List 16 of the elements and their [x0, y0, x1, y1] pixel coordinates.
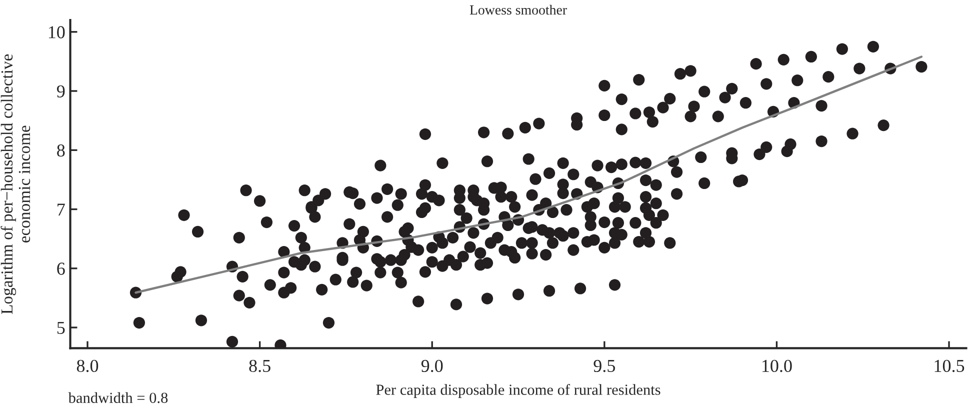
chart-title: Lowess smoother: [470, 4, 567, 15]
y-tick-label: 10: [48, 26, 65, 38]
y-axis-title: Logarithm of per−household collective economic income: [0, 54, 30, 314]
y-tick-label: 7: [58, 204, 65, 216]
x-tick-label: 9.5: [594, 360, 615, 372]
text: bandwidth = 0.8: [68, 392, 168, 404]
x-tick-label: 10.0: [762, 360, 792, 372]
y-tick-label: 6: [57, 262, 65, 275]
x-axis-title: Per capita disposable income of rural residents: [376, 384, 660, 398]
x-tick-label: 10.5: [934, 360, 964, 372]
y-tick-label: 5: [57, 322, 65, 334]
y-tick-label: 9: [56, 85, 65, 98]
y-tick-label: 8: [57, 144, 65, 157]
x-tick-label: 8.5: [249, 360, 270, 372]
x-tick-label: 9.0: [421, 360, 443, 372]
x-tick-label: 8.0: [76, 360, 98, 372]
